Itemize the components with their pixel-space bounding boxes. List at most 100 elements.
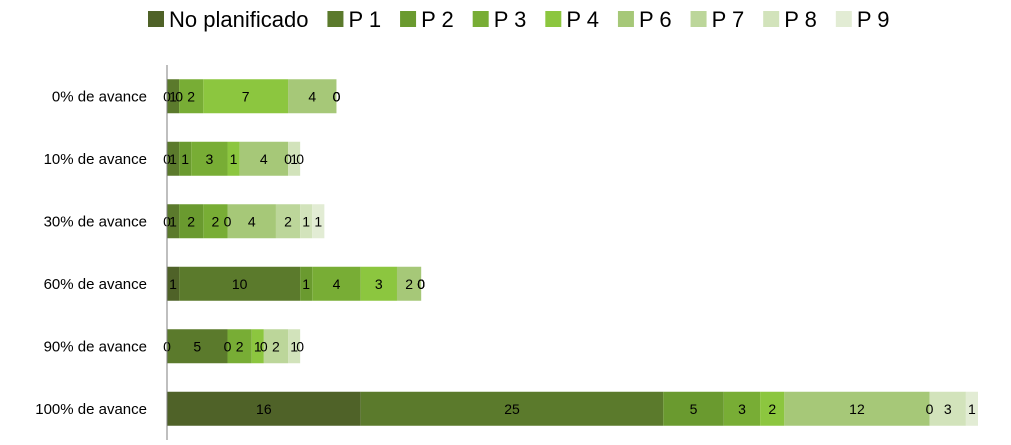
bar-segment	[288, 141, 301, 176]
data-label: 0	[417, 276, 425, 292]
bar-segment	[191, 141, 228, 176]
data-label: 1	[169, 213, 177, 229]
data-label: 4	[308, 88, 316, 104]
legend-swatch	[148, 11, 164, 27]
legend-label: P 7	[712, 7, 745, 32]
data-label: 0	[333, 88, 341, 104]
legend-swatch	[617, 11, 634, 27]
bar-segment	[239, 141, 289, 176]
data-label: 1	[169, 151, 177, 167]
bar-segment	[203, 204, 228, 239]
legend-swatch	[835, 11, 852, 27]
data-label: 7	[242, 88, 250, 104]
category-label: 30% de avance	[44, 213, 147, 230]
data-label: 2	[236, 338, 244, 354]
data-label: 1	[169, 276, 177, 292]
bar-segment	[167, 141, 180, 176]
legend-label: P 3	[494, 7, 527, 32]
bar-segment	[227, 204, 276, 239]
legend-label: P 2	[421, 7, 454, 32]
data-label: 0	[333, 88, 341, 104]
legend-swatch	[545, 11, 562, 27]
data-label: 1	[302, 276, 310, 292]
data-label: 3	[375, 276, 383, 292]
bars	[167, 79, 978, 426]
bar-segment	[723, 391, 761, 426]
data-label: 0	[260, 338, 268, 354]
legend-swatch	[472, 11, 489, 27]
bar-segment	[288, 329, 301, 364]
bar-segment	[275, 204, 301, 239]
legend-label: P 6	[639, 7, 672, 32]
data-label: 0	[284, 151, 292, 167]
data-label: 1	[302, 213, 310, 229]
data-label: 0	[224, 213, 232, 229]
legend-label: P 8	[784, 7, 817, 32]
bar-segment	[760, 391, 785, 426]
category-label: 10% de avance	[44, 151, 147, 168]
category-label: 90% de avance	[44, 338, 147, 355]
data-label: 0	[224, 338, 232, 354]
bar-segment	[312, 266, 361, 301]
legend-swatch	[400, 11, 417, 27]
bar-segment	[167, 204, 180, 239]
data-label: 5	[193, 338, 201, 354]
legend: No planificado P 1 P 2 P 3 P 4 P 6 P 7 P 8 P 9	[148, 7, 889, 32]
bar-segment	[179, 204, 204, 239]
bar-segment	[288, 79, 337, 114]
legend-label: P 1	[348, 7, 381, 32]
data-label: 2	[187, 213, 195, 229]
bar-segment	[227, 329, 252, 364]
data-label: 1	[169, 88, 177, 104]
data-label: 2	[212, 213, 220, 229]
data-label: 1	[314, 213, 322, 229]
bar-segment	[251, 329, 264, 364]
data-label: 0	[296, 338, 304, 354]
bar-segment	[167, 391, 361, 426]
bar-segment	[263, 329, 289, 364]
bar-segment	[360, 266, 397, 301]
bar-segment	[360, 391, 664, 426]
data-label: 0	[926, 401, 934, 417]
category-labels: 0% de avance 10% de avance 30% de avance 60…	[35, 88, 147, 418]
category-label: 60% de avance	[44, 276, 147, 293]
data-label: 1	[254, 338, 262, 354]
bar-segment	[179, 141, 192, 176]
data-label: 0	[175, 88, 183, 104]
legend-swatch	[763, 11, 780, 27]
data-label: 1	[181, 151, 189, 167]
legend-label: P 4	[566, 7, 599, 32]
data-label: 2	[187, 88, 195, 104]
data-label: 3	[944, 401, 952, 417]
bar-segment	[179, 266, 301, 301]
data-label: 2	[768, 401, 776, 417]
bar-segment	[396, 266, 422, 301]
data-label: 4	[260, 151, 268, 167]
data-label: 5	[690, 401, 698, 417]
category-label: 0% de avance	[52, 88, 147, 105]
data-label: 4	[248, 213, 256, 229]
data-label: 1	[290, 338, 298, 354]
data-label: 25	[504, 401, 520, 417]
data-label: 4	[333, 276, 341, 292]
data-label: 3	[205, 151, 213, 167]
data-label: 0	[417, 276, 425, 292]
data-label: 0	[296, 151, 304, 167]
data-label: 2	[284, 213, 292, 229]
bar-segment	[167, 329, 228, 364]
bar-segment	[203, 79, 289, 114]
bar-segment	[784, 391, 930, 426]
bar-segment	[300, 266, 313, 301]
bar-segment	[929, 391, 966, 426]
legend-swatch	[690, 11, 707, 27]
bar-segment	[227, 141, 240, 176]
data-label: 12	[849, 401, 865, 417]
data-label: 2	[405, 276, 413, 292]
data-label: 2	[272, 338, 280, 354]
bar-segment	[300, 204, 313, 239]
data-label: 1	[290, 151, 298, 167]
bar-segment	[179, 79, 204, 114]
bar-segment	[167, 79, 180, 114]
